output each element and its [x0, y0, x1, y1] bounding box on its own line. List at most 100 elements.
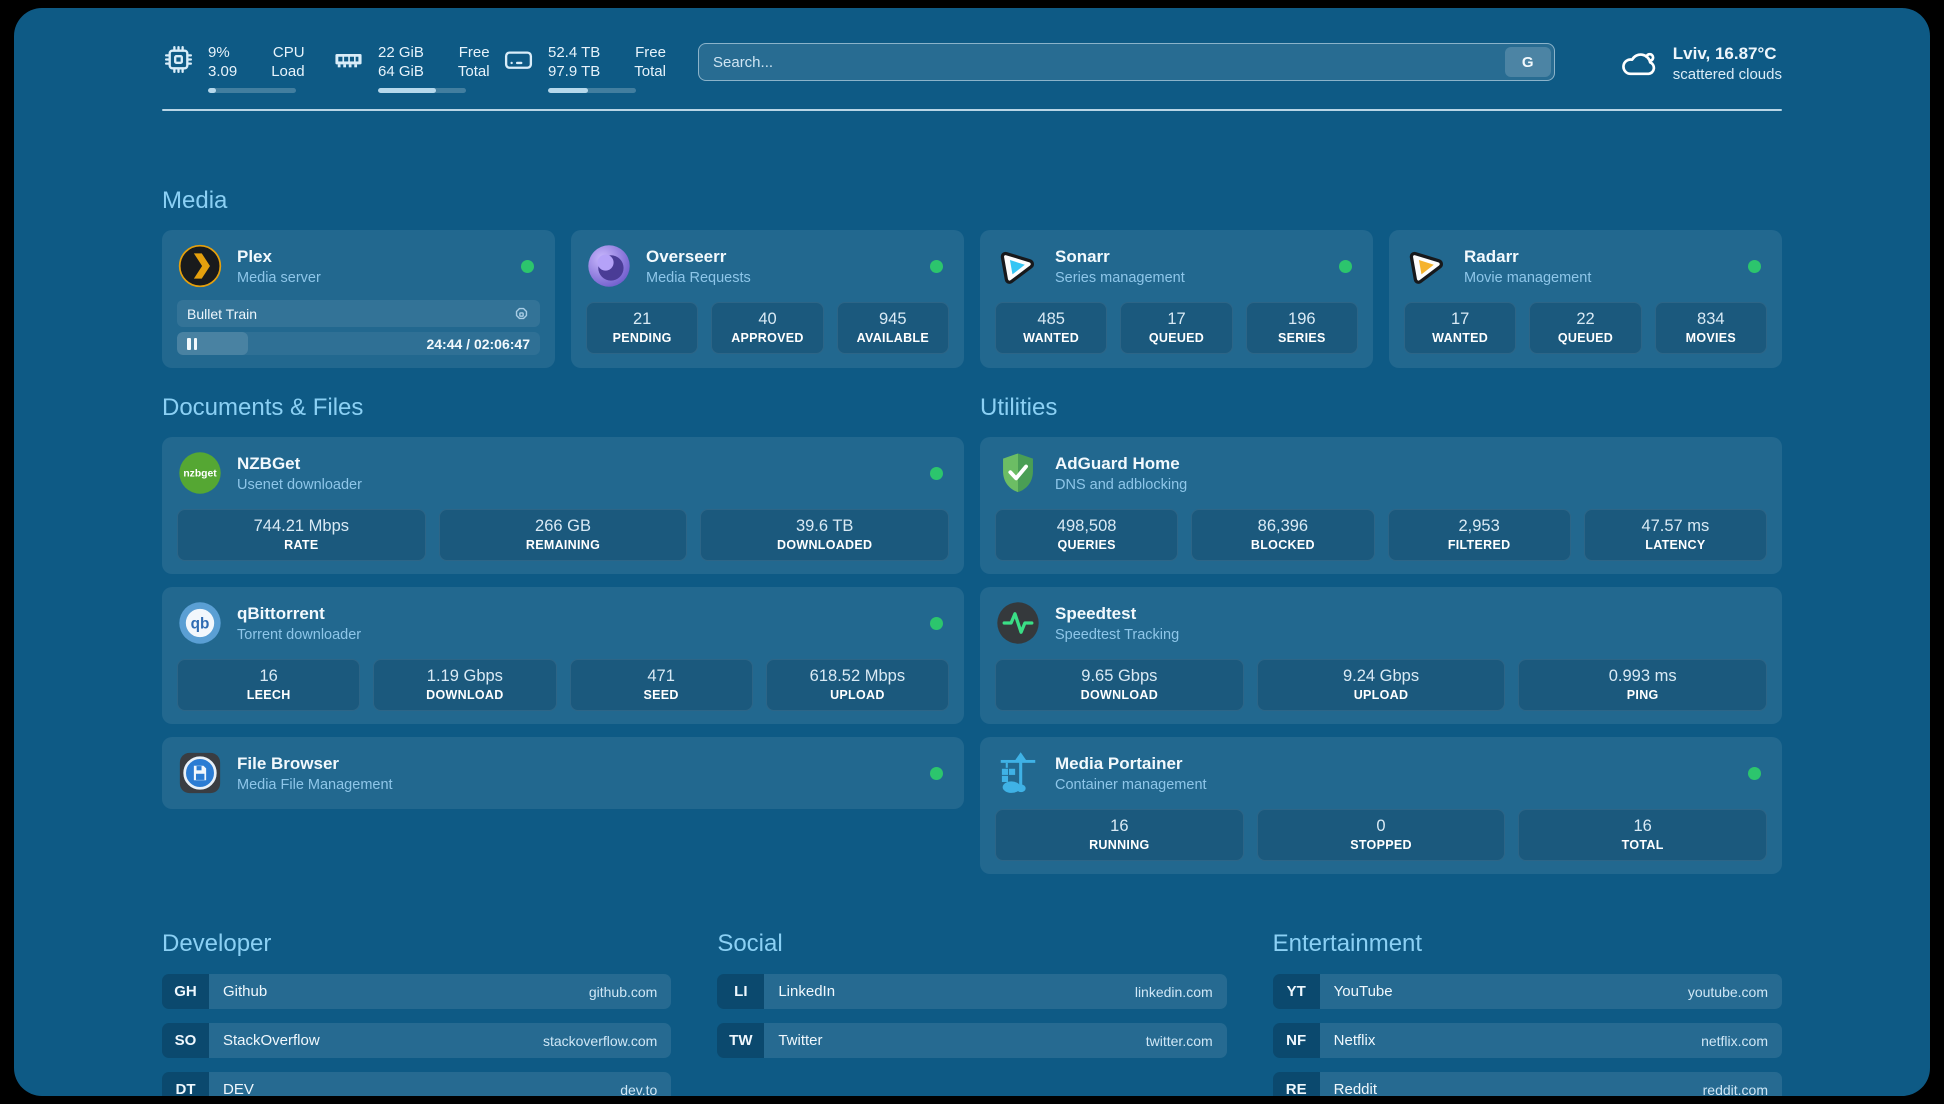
link-twitter[interactable]: TW Twitter twitter.com	[717, 1023, 1227, 1058]
app-description: Media server	[237, 269, 321, 286]
link-abbr: SO	[162, 1023, 209, 1058]
status-online-dot	[930, 616, 943, 630]
cloud-icon	[1619, 43, 1659, 83]
stat-remaining: 266 GB REMAINING	[438, 509, 688, 561]
pause-icon[interactable]	[187, 337, 201, 350]
weather-location-temp: Lviv, 16.87°C	[1672, 43, 1777, 63]
section-title-developer: Developer	[162, 930, 272, 957]
status-online-dot	[930, 466, 943, 480]
cpu-labels: CPU Load	[271, 44, 305, 80]
plex-icon	[177, 243, 223, 289]
app-description: Torrent downloader	[237, 626, 362, 643]
disk-labels: Free Total	[634, 44, 666, 80]
social-links-section: Social LI LinkedIn linkedin.com TW Twitt…	[717, 930, 1227, 1096]
stat-approved: 40 APPROVED	[711, 302, 824, 354]
search-bar: G	[698, 43, 1555, 81]
gear-icon[interactable]	[513, 305, 530, 322]
portainer-icon	[995, 750, 1041, 796]
search-engine-button[interactable]: G	[1504, 47, 1551, 77]
adguard-icon	[995, 450, 1041, 496]
hardware-stats: 9% 3.09 CPU Load	[162, 43, 666, 93]
speedtest-card[interactable]: Speedtest Speedtest Tracking 9.65 Gbps D…	[980, 587, 1782, 724]
svg-text:qb: qb	[191, 615, 210, 632]
stat-available: 945 AVAILABLE	[836, 302, 949, 354]
status-online-dot	[1748, 766, 1761, 780]
link-dev[interactable]: DT DEV dev.to	[162, 1072, 672, 1096]
status-online-dot	[930, 766, 943, 780]
now-playing-row: Bullet Train	[177, 300, 540, 327]
plex-card[interactable]: Plex Media server Bullet Train 24:44 / 0…	[162, 230, 555, 368]
app-name: File Browser	[237, 753, 340, 773]
link-url: twitter.com	[1145, 1032, 1213, 1049]
link-netflix[interactable]: NF Netflix netflix.com	[1272, 1023, 1782, 1058]
stat-ping: 0.993 ms PING	[1518, 659, 1768, 711]
link-stackoverflow[interactable]: SO StackOverflow stackoverflow.com	[162, 1023, 672, 1058]
link-name: Github	[223, 983, 268, 1000]
stat-download: 1.19 Gbps DOWNLOAD	[373, 659, 557, 711]
entertainment-links-section: Entertainment YT YouTube youtube.com NF …	[1272, 930, 1782, 1097]
app-name: Sonarr	[1055, 246, 1110, 266]
top-bar: 9% 3.09 CPU Load	[162, 43, 1782, 93]
link-name: StackOverflow	[223, 1032, 320, 1049]
stat-rate: 744.21 Mbps RATE	[177, 509, 426, 561]
link-linkedin[interactable]: LI LinkedIn linkedin.com	[717, 974, 1227, 1009]
link-name: DEV	[223, 1081, 254, 1096]
qbittorrent-card[interactable]: qb qBittorrent Torrent downloader 16 LEE…	[162, 587, 964, 724]
section-title-media: Media	[162, 187, 228, 214]
search-input[interactable]	[698, 43, 1555, 81]
link-youtube[interactable]: YT YouTube youtube.com	[1272, 974, 1782, 1009]
portainer-card[interactable]: Media Portainer Container management 16 …	[980, 737, 1782, 874]
cpu-icon	[162, 43, 195, 76]
link-url: reddit.com	[1702, 1081, 1768, 1097]
playback-progress-bar[interactable]: 24:44 / 02:06:47	[177, 332, 540, 355]
stat-leech: 16 LEECH	[177, 659, 361, 711]
link-name: Twitter	[778, 1032, 823, 1049]
sonarr-icon	[995, 243, 1041, 289]
now-playing-title: Bullet Train	[187, 305, 258, 322]
radarr-card[interactable]: Radarr Movie management 17 WANTED 22 QUE…	[1389, 230, 1782, 368]
app-description: Series management	[1055, 269, 1185, 286]
link-abbr: DT	[162, 1072, 209, 1096]
link-abbr: TW	[717, 1023, 765, 1058]
stat-blocked: 86,396 BLOCKED	[1191, 509, 1375, 561]
sonarr-card[interactable]: Sonarr Series management 485 WANTED 17 Q…	[980, 230, 1373, 368]
ram-progress-bar	[378, 88, 466, 93]
status-online-dot	[521, 259, 534, 273]
app-description: Media Requests	[646, 269, 751, 286]
link-abbr: GH	[162, 974, 209, 1009]
app-description: Movie management	[1464, 269, 1592, 286]
app-name: Media Portainer	[1055, 753, 1183, 773]
disk-icon	[502, 43, 535, 76]
stat-queued: 22 QUEUED	[1529, 302, 1642, 354]
stat-series: 196 SERIES	[1245, 302, 1358, 354]
stat-wanted: 17 WANTED	[1404, 302, 1517, 354]
section-title-utilities: Utilities	[980, 394, 1058, 421]
app-description: Media File Management	[237, 776, 393, 793]
speedtest-icon	[995, 600, 1041, 646]
section-title-social: Social	[717, 930, 783, 957]
disk-stat: 52.4 TB 97.9 TB Free Total	[502, 43, 666, 93]
app-name: Speedtest	[1055, 603, 1137, 623]
ram-icon	[332, 43, 365, 76]
link-abbr: YT	[1272, 974, 1320, 1009]
app-description: Container management	[1055, 776, 1207, 793]
filebrowser-card[interactable]: File Browser Media File Management	[162, 737, 964, 809]
stat-stopped: 0 STOPPED	[1256, 809, 1506, 861]
app-name: Overseerr	[646, 246, 727, 266]
overseerr-card[interactable]: Overseerr Media Requests 21 PENDING 40 A…	[571, 230, 964, 368]
app-description: Speedtest Tracking	[1055, 626, 1180, 643]
stat-upload: 618.52 Mbps UPLOAD	[765, 659, 949, 711]
status-online-dot	[1339, 259, 1352, 273]
cpu-values: 9% 3.09	[208, 44, 238, 80]
link-reddit[interactable]: RE Reddit reddit.com	[1272, 1072, 1782, 1097]
link-github[interactable]: GH Github github.com	[162, 974, 672, 1009]
status-online-dot	[1748, 259, 1761, 273]
adguard-card[interactable]: AdGuard Home DNS and adblocking 498,508 …	[980, 437, 1782, 574]
nzbget-card[interactable]: nzbget NZBGet Usenet downloader 744.21 M…	[162, 437, 964, 574]
playback-time: 24:44 / 02:06:47	[426, 335, 530, 352]
app-name: qBittorrent	[237, 603, 325, 623]
media-grid: Plex Media server Bullet Train 24:44 / 0…	[162, 230, 1782, 368]
weather-widget: Lviv, 16.87°C scattered clouds	[1619, 43, 1782, 83]
stat-filtered: 2,953 FILTERED	[1387, 509, 1571, 561]
ram-labels: Free Total	[457, 44, 490, 80]
